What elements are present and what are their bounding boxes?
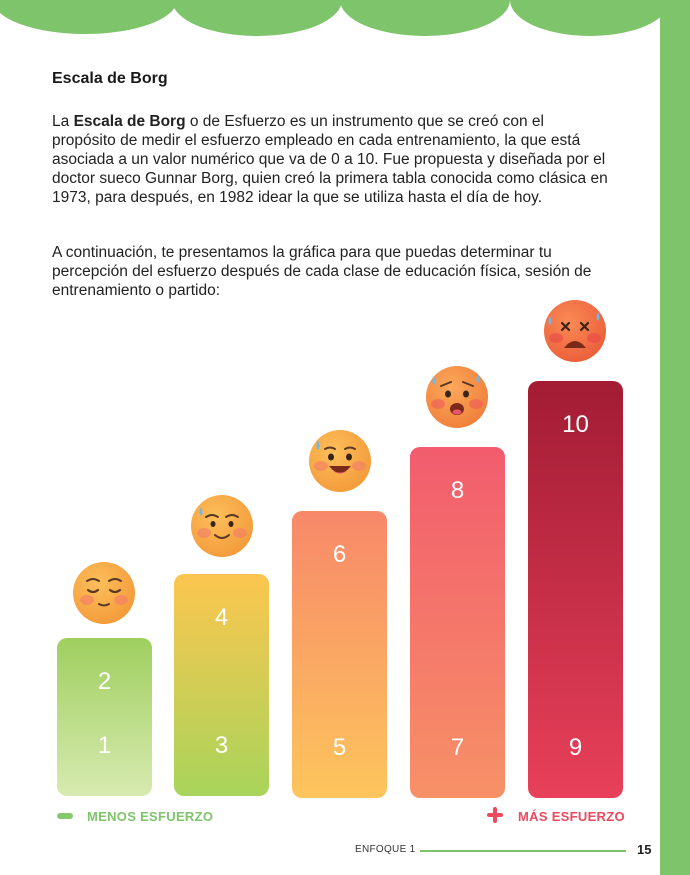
top-scallop-decoration: [0, 0, 670, 36]
effort-bar-1: 2 1: [57, 638, 152, 796]
borg-scale-term: Escala de Borg: [73, 113, 186, 130]
legend-less-effort: MENOS ESFUERZO: [87, 809, 214, 824]
bar-label-low: 9: [568, 734, 583, 761]
bar-label-low: 7: [450, 734, 465, 761]
smiling-sweat-face-icon: [191, 495, 253, 557]
chart-intro-paragraph: A continuación, te presentamos la gráfic…: [52, 244, 592, 299]
bar-label-low: 3: [214, 732, 229, 759]
exhausted-face-icon: [544, 300, 606, 362]
bar-label-high: 10: [562, 411, 589, 438]
page-number: 15: [637, 842, 652, 857]
side-color-bar: [660, 0, 690, 875]
bar-label-low: 1: [97, 732, 112, 759]
minus-icon: [57, 813, 73, 819]
bar-label-high: 2: [97, 668, 112, 695]
effort-bar-4: 8 7: [410, 447, 505, 798]
plus-icon: [487, 807, 503, 823]
anxious-sweat-face-icon: [426, 366, 488, 428]
effort-bar-5: 10 9: [528, 381, 623, 798]
footer-divider: [420, 850, 626, 852]
footer-section-label: ENFOQUE 1: [355, 844, 416, 855]
effort-bar-2: 4 3: [174, 574, 269, 796]
grinning-sweat-face-icon: [309, 430, 371, 492]
legend-more-effort: MÁS ESFUERZO: [518, 809, 625, 824]
relaxed-face-icon: [73, 562, 135, 624]
bar-label-high: 6: [332, 541, 347, 568]
bar-label-high: 4: [214, 604, 229, 631]
effort-bar-3: 6 5: [292, 511, 387, 798]
bar-label-high: 8: [450, 477, 465, 504]
intro-paragraph: La Escala de Borg o de Esfuerzo es un in…: [52, 113, 608, 206]
bar-label-low: 5: [332, 734, 347, 761]
page-title: Escala de Borg: [52, 70, 168, 87]
